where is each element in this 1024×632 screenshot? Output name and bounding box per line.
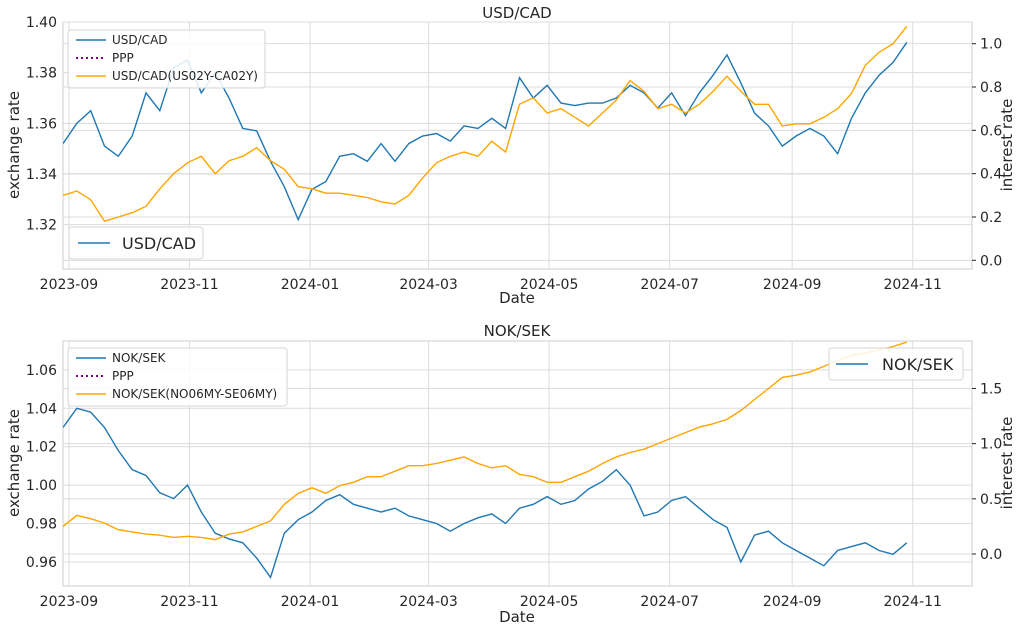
chart-title: NOK/SEK xyxy=(484,322,552,340)
y-tick-label: 1.32 xyxy=(26,218,57,234)
x-tick-label: 2024-03 xyxy=(399,594,458,610)
legend-label: PPP xyxy=(112,369,134,383)
x-tick-label: 2024-01 xyxy=(281,277,340,293)
legend-box xyxy=(67,347,288,407)
x-tick-labels: 2023-09 2023-11 2024-01 2024-03 2024-05 2024-… xyxy=(40,277,942,293)
grid xyxy=(63,341,972,586)
x-tick-label: 2024-11 xyxy=(883,277,942,293)
legend-box xyxy=(828,347,964,381)
x-tick-label: 2024-09 xyxy=(763,277,822,293)
legend-label: USD/CAD(US02Y-CA02Y) xyxy=(112,69,258,83)
series-layer xyxy=(63,25,908,223)
series-line-nok-sek-no06my-se06my- xyxy=(63,341,908,541)
x-axis-label: Date xyxy=(499,608,535,626)
y2-tick-label: 0.2 xyxy=(980,210,1002,226)
x-tick-label: 2024-05 xyxy=(520,277,579,293)
legend-upper: USD/CAD PPP USD/CAD(US02Y-CA02Y) xyxy=(67,29,266,89)
y2-tick-label: 0.4 xyxy=(980,167,1002,183)
y-tick-label: 1.38 xyxy=(26,66,57,82)
x-tick-label: 2024-07 xyxy=(640,277,699,293)
x-tick-label: 2023-09 xyxy=(40,594,99,610)
legend-box xyxy=(67,29,266,89)
y-tick-labels: 0.96 0.98 1.00 1.02 1.04 1.06 xyxy=(26,363,57,571)
x-axis-label: Date xyxy=(499,289,535,307)
legend-entry: USD/CAD(US02Y-CA02Y) xyxy=(76,69,258,83)
legend-upper: NOK/SEK PPP NOK/SEK(NO06MY-SE06MY) xyxy=(67,347,288,407)
x-tick-label: 2024-09 xyxy=(763,594,822,610)
usd-cad-panel: 2023-09 2023-11 2024-01 2024-03 2024-05 2024-… xyxy=(5,4,1016,307)
y2-tick-label: 0.0 xyxy=(980,547,1002,563)
x-tick-label: 2023-09 xyxy=(40,277,99,293)
x-tick-label: 2024-05 xyxy=(520,594,579,610)
y2-tick-label: 1.5 xyxy=(980,381,1002,397)
legend-label: USD/CAD xyxy=(122,234,196,253)
x-tick-label: 2024-01 xyxy=(281,594,340,610)
x-tick-label: 2023-11 xyxy=(160,594,219,610)
legend-label: NOK/SEK xyxy=(112,351,167,365)
y2-tick-label: 0.8 xyxy=(980,80,1002,96)
legend-label: NOK/SEK xyxy=(882,355,954,374)
x-tick-label: 2024-07 xyxy=(640,594,699,610)
nok-sek-panel: 2023-09 2023-11 2024-01 2024-03 2024-05 2024-… xyxy=(5,322,1016,626)
legend-entry: NOK/SEK(NO06MY-SE06MY) xyxy=(76,387,277,401)
y-tick-label: 1.34 xyxy=(26,167,57,183)
legend-label: NOK/SEK(NO06MY-SE06MY) xyxy=(112,387,277,401)
y2-tick-labels: 0.0 0.2 0.4 0.6 0.8 1.0 xyxy=(972,37,1002,269)
series-line-nok-sek xyxy=(63,407,908,579)
y2-tick-label: 0.5 xyxy=(980,492,1002,508)
y2-axis-label: interest rate xyxy=(998,99,1016,192)
legend-entry: PPP xyxy=(76,369,134,383)
x-tick-label: 2023-11 xyxy=(160,277,219,293)
y-tick-label: 1.04 xyxy=(26,401,57,417)
chart-title: USD/CAD xyxy=(482,4,551,22)
y2-tick-labels: 0.0 0.5 1.0 1.5 xyxy=(972,381,1002,563)
y-axis-label: exchange rate xyxy=(5,409,23,517)
y2-tick-label: 0.6 xyxy=(980,123,1002,139)
legend-lower: USD/CAD xyxy=(68,226,204,260)
y2-tick-label: 1.0 xyxy=(980,437,1002,453)
y-tick-label: 0.96 xyxy=(26,555,57,571)
y-tick-labels: 1.32 1.34 1.36 1.38 1.40 xyxy=(26,15,57,234)
legend-lower: NOK/SEK xyxy=(828,347,964,381)
legend-box xyxy=(68,226,204,260)
x-tick-labels: 2023-09 2023-11 2024-01 2024-03 2024-05 2024-… xyxy=(40,594,942,610)
legend-label: USD/CAD xyxy=(112,33,168,47)
series-line-usd-cad-us02y-ca02y- xyxy=(63,25,908,223)
legend-entry: PPP xyxy=(76,51,134,65)
legend-entry: NOK/SEK xyxy=(76,351,167,365)
y-tick-label: 1.02 xyxy=(26,440,57,456)
y-tick-label: 1.36 xyxy=(26,116,57,132)
legend-label: PPP xyxy=(112,51,134,65)
x-tick-label: 2024-11 xyxy=(883,594,942,610)
series-line-usd-cad xyxy=(63,41,908,222)
y-tick-label: 0.98 xyxy=(26,517,57,533)
legend-entry: USD/CAD xyxy=(76,33,168,47)
x-tick-label: 2024-03 xyxy=(399,277,458,293)
y2-tick-label: 1.0 xyxy=(980,37,1002,53)
y2-tick-label: 0.0 xyxy=(980,253,1002,269)
y2-axis-label: interest rate xyxy=(998,417,1016,510)
y-tick-label: 1.00 xyxy=(26,478,57,494)
y-tick-label: 1.06 xyxy=(26,363,57,379)
y-axis-label: exchange rate xyxy=(5,91,23,199)
series-layer xyxy=(63,341,908,579)
y-tick-label: 1.40 xyxy=(26,15,57,31)
